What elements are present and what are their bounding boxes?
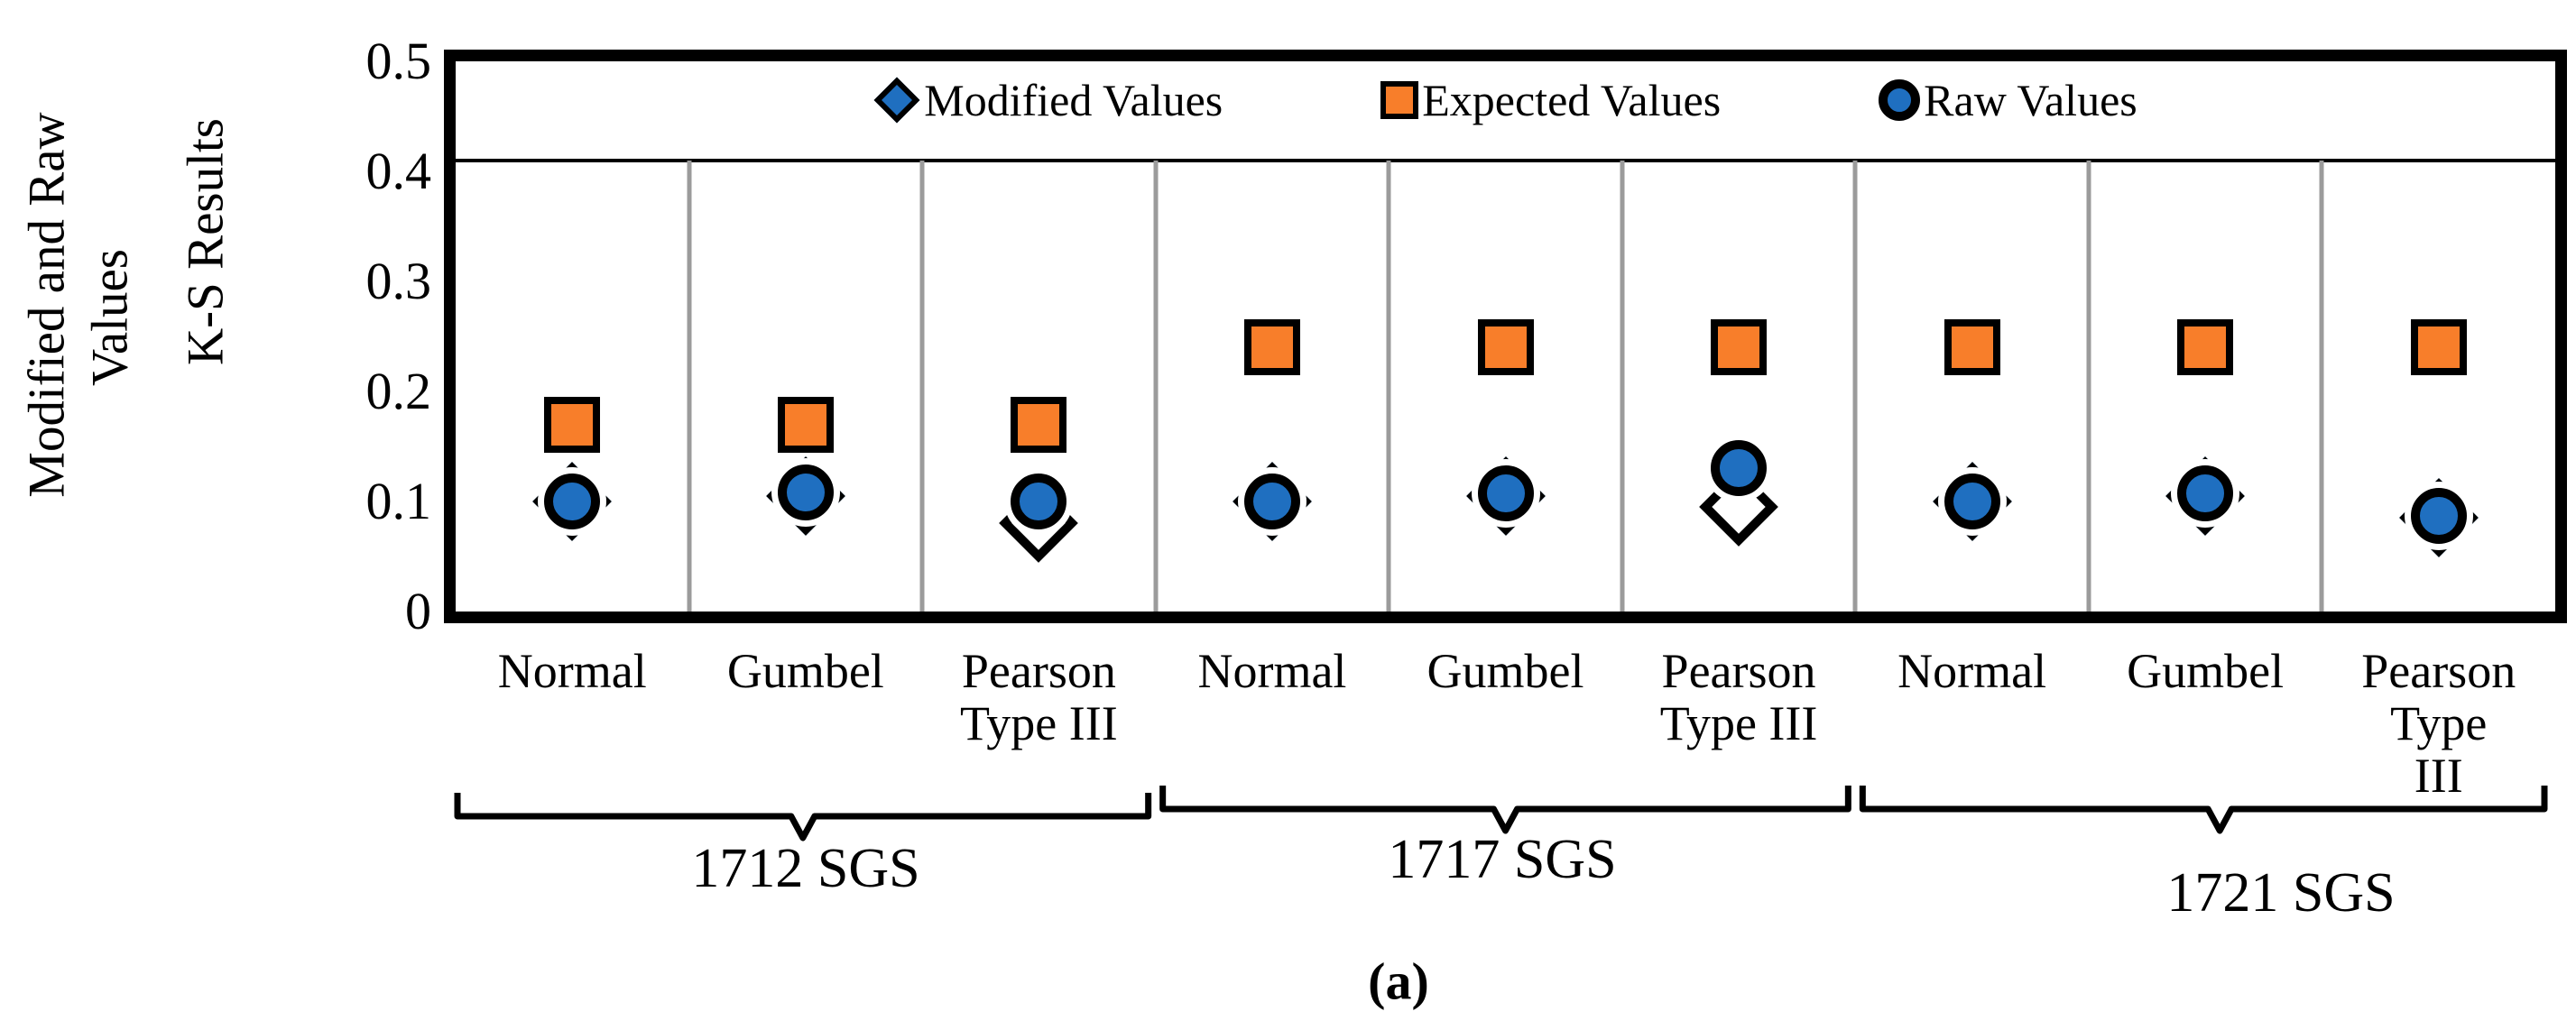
vertical-gridline	[2319, 160, 2324, 612]
y-axis-title-line3: K-S Results	[177, 118, 235, 365]
x-category-label: Gumbel	[1426, 644, 1584, 698]
plot-area: Modified Values Expected Values Raw Valu…	[444, 50, 2567, 623]
square-data-marker	[1944, 319, 2000, 376]
group-label-1721: 1721 SGS	[2166, 862, 2396, 924]
figure-caption: (a)	[1368, 952, 1429, 1011]
x-category-label: Normal	[1197, 644, 1347, 698]
y-tick-label: 0.2	[365, 362, 432, 420]
circle-data-marker	[1011, 474, 1067, 529]
horizontal-gridline	[456, 158, 2555, 162]
y-axis-title-line2: Values	[81, 249, 139, 386]
circle-data-marker	[1477, 465, 1534, 522]
y-tick-label: 0.1	[365, 472, 432, 530]
vertical-gridline	[1386, 160, 1391, 612]
plot-inner: Modified Values Expected Values Raw Valu…	[456, 61, 2555, 612]
circle-data-marker	[2177, 465, 2234, 522]
y-tick-label: 0.3	[365, 252, 432, 310]
group-label-1717: 1717 SGS	[1388, 829, 1617, 890]
circle-marker-icon	[1879, 79, 1921, 121]
x-category-label: Pearson Type III	[960, 644, 1118, 750]
square-data-marker	[777, 396, 834, 453]
legend-label-raw: Raw Values	[1924, 75, 2137, 125]
group-label-1712: 1712 SGS	[691, 838, 920, 899]
square-data-marker	[2177, 319, 2234, 376]
square-data-marker	[2410, 319, 2467, 376]
circle-data-marker	[1711, 440, 1768, 497]
group-brace	[1159, 786, 1851, 834]
legend-label-modified: Modified Values	[924, 75, 1223, 125]
legend-item-modified: Modified Values	[873, 74, 1223, 126]
legend: Modified Values Expected Values Raw Valu…	[456, 74, 2555, 126]
x-axis-labels: Normal Gumbel Pearson Type III Normal Gumbel…	[456, 644, 2555, 801]
circle-data-marker	[544, 474, 601, 529]
x-category-label: Gumbel	[2127, 644, 2285, 698]
legend-item-raw: Raw Values	[1879, 74, 2137, 126]
circle-data-marker	[2410, 487, 2467, 544]
legend-item-expected: Expected Values	[1380, 74, 1721, 126]
diamond-marker-icon	[873, 77, 920, 124]
x-category-label: Normal	[1897, 644, 2047, 698]
group-brace	[454, 793, 1152, 841]
square-data-marker	[1243, 319, 1300, 376]
y-axis-title-line1: Modified and Raw	[18, 112, 76, 498]
square-data-marker	[1011, 396, 1067, 453]
x-category-label: Gumbel	[726, 644, 884, 698]
circle-data-marker	[1944, 474, 2000, 529]
x-category-label: Pearson Type III	[2361, 644, 2516, 803]
square-marker-icon	[1380, 81, 1419, 119]
vertical-gridline	[919, 160, 925, 612]
x-category-label: Pearson Type III	[1659, 644, 1818, 750]
x-category-label: Normal	[497, 644, 647, 698]
circle-data-marker	[1243, 474, 1300, 529]
square-data-marker	[1477, 319, 1534, 376]
y-tick-label: 0.4	[365, 142, 432, 200]
vertical-gridline	[1620, 160, 1625, 612]
square-data-marker	[1711, 319, 1768, 376]
circle-data-marker	[777, 464, 834, 521]
vertical-gridline	[687, 160, 692, 612]
y-tick-label: 0.5	[365, 32, 432, 90]
vertical-gridline	[1153, 160, 1159, 612]
vertical-gridline	[2086, 160, 2091, 612]
vertical-gridline	[1852, 160, 1858, 612]
legend-label-expected: Expected Values	[1422, 75, 1722, 125]
square-data-marker	[544, 396, 601, 453]
y-tick-label: 0	[405, 582, 431, 640]
